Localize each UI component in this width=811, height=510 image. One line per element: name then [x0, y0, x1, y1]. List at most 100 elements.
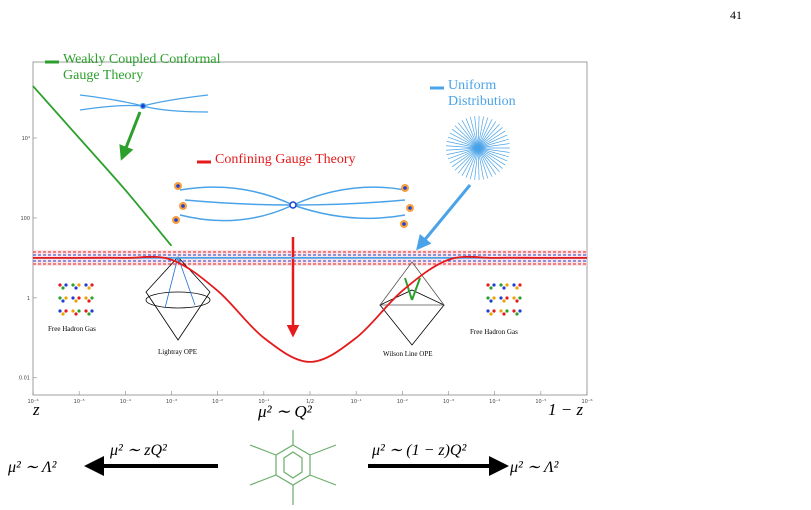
decoration [458, 147, 479, 174]
x-tick-label: 10⁻¹ [258, 399, 269, 405]
annotation: Free Hadron Gas [470, 328, 518, 336]
decoration [477, 147, 497, 175]
decoration [499, 296, 503, 300]
x-axis-label-left: z [33, 400, 40, 419]
decoration [90, 283, 94, 287]
x-tick-label: 10⁻¹ [351, 399, 362, 405]
decoration [64, 296, 68, 300]
decoration [465, 147, 479, 178]
decoration [492, 283, 496, 287]
decoration [477, 147, 510, 153]
x-tick-label: 10⁻² [212, 399, 223, 405]
decoration [477, 147, 489, 179]
decoration [477, 116, 480, 149]
decoration [71, 283, 75, 287]
decoration [486, 283, 490, 287]
decoration [90, 296, 94, 300]
decoration [502, 312, 506, 316]
decoration [515, 312, 519, 316]
decoration [454, 125, 479, 149]
decoration [74, 299, 78, 303]
flux-tube-top [79, 94, 209, 113]
decoration [77, 296, 81, 300]
decoration [58, 283, 62, 287]
decoration [477, 116, 484, 149]
decoration [454, 147, 479, 171]
y-tick-label: 100 [20, 216, 30, 222]
decoration [477, 147, 503, 169]
flux-tube-middle [179, 186, 406, 222]
decoration [77, 309, 81, 313]
decoration [446, 147, 479, 155]
decoration [64, 309, 68, 313]
decoration [84, 283, 88, 287]
x-tick-label: 10⁻⁴ [120, 399, 131, 405]
y-tick-label: 10⁴ [22, 136, 30, 142]
plot-frame [32, 61, 588, 396]
decoration [492, 296, 496, 300]
series-line [33, 255, 587, 363]
decoration [477, 147, 480, 180]
decoration [449, 147, 479, 164]
decoration [512, 309, 516, 313]
decoration [505, 309, 509, 313]
legend-label: Uniform Distribution [448, 78, 516, 109]
decoration [449, 132, 479, 149]
decoration [176, 184, 180, 188]
annotation: Wilson Line OPE [383, 350, 433, 358]
decoration [489, 286, 493, 290]
diagram-left [145, 256, 211, 341]
annotation: Free Hadron Gas [48, 325, 96, 333]
decoration [477, 147, 484, 180]
x-tick-label: 10⁻² [397, 399, 408, 405]
annotation: Lightray OPE [158, 348, 198, 356]
decoration [492, 309, 496, 313]
scale-label: μ² ∼ Λ² [8, 459, 57, 476]
decoration [446, 147, 479, 151]
decoration [477, 147, 506, 166]
decoration [477, 130, 506, 149]
decoration [477, 134, 508, 149]
decoration [518, 296, 522, 300]
x-tick-label: 10⁻⁴ [489, 399, 500, 405]
decoration [451, 128, 479, 149]
decoration [505, 296, 509, 300]
decoration [502, 286, 506, 290]
decoration [402, 222, 406, 226]
x-tick-label: 10⁻³ [166, 399, 177, 405]
decoration [87, 312, 91, 316]
decoration [518, 283, 522, 287]
decoration [87, 299, 91, 303]
decoration [477, 121, 497, 149]
decoration [461, 147, 479, 176]
decoration [489, 312, 493, 316]
decoration [518, 309, 522, 313]
decoration [84, 296, 88, 300]
decoration [515, 286, 519, 290]
decoration [489, 299, 493, 303]
decoration [486, 296, 490, 300]
decoration [477, 147, 508, 162]
page-number: 41 [730, 8, 742, 22]
decoration [502, 299, 506, 303]
decoration [408, 206, 412, 210]
scale-label: μ² ∼ zQ² [110, 442, 167, 459]
decoration [512, 283, 516, 287]
decoration [515, 299, 519, 303]
x-tick-label: 1/2 [306, 399, 314, 405]
decoration [446, 145, 479, 149]
decoration [451, 147, 479, 168]
decoration [477, 119, 493, 149]
decoration [505, 283, 509, 287]
decoration [58, 296, 62, 300]
decoration [499, 283, 503, 287]
decoration [474, 116, 479, 149]
decoration [71, 309, 75, 313]
decoration [447, 136, 479, 149]
decoration [447, 147, 479, 160]
decoration [61, 312, 65, 316]
decoration [64, 283, 68, 287]
molecule [249, 430, 337, 505]
